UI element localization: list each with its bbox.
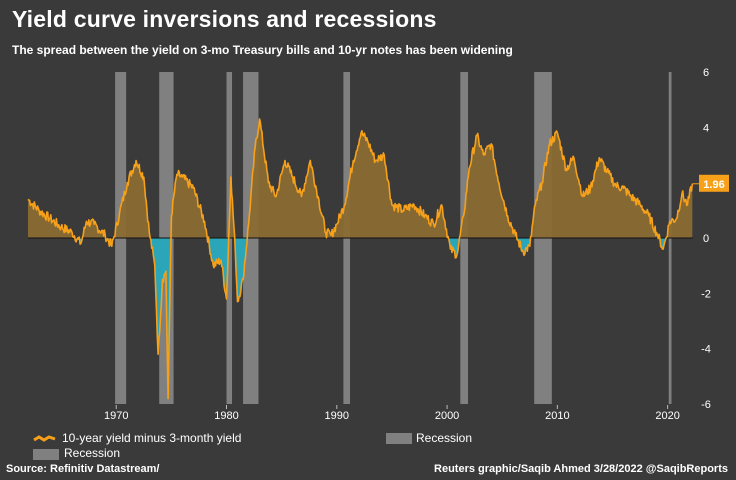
x-tick-label: 2000 (435, 410, 459, 422)
spread-line (27, 118, 694, 400)
spread-area-positive (28, 119, 693, 238)
legend-line-swatch (33, 435, 56, 442)
y-tick-label: -2 (701, 288, 711, 300)
legend-recession-label-2: Recession (64, 446, 121, 460)
x-tick-label: 1990 (325, 410, 349, 422)
spread-area-negative (28, 238, 693, 399)
y-axis: 6420-2-4-6 (701, 67, 711, 411)
legend-recession-swatch (386, 433, 412, 444)
x-tick-label: 2010 (545, 410, 569, 422)
y-tick-label: 0 (703, 233, 709, 245)
x-tick-label: 1970 (104, 410, 128, 422)
chart-title: Yield curve inversions and recessions (12, 6, 437, 32)
callout-box (699, 174, 729, 192)
y-tick-label: 6 (703, 67, 709, 79)
y-tick-label: -4 (701, 344, 711, 356)
callout-value: 1.96 (703, 179, 724, 191)
latest-value-callout: 1.96 (692, 174, 729, 192)
x-axis: 1970 1980 1990 2000 2010 2020 (104, 405, 680, 422)
chart-subtitle: The spread between the yield on 3-mo Tre… (12, 43, 513, 57)
legend-line-label: 10-year yield minus 3-month yield (62, 431, 242, 445)
y-tick-label: 4 (703, 122, 709, 134)
y-tick-label: -6 (701, 399, 711, 411)
x-tick-label: 1980 (214, 410, 238, 422)
credit-note: Reuters graphic/Saqib Ahmed 3/28/2022 @S… (434, 463, 728, 475)
legend-recession-swatch-2 (33, 449, 59, 460)
legend-recession-label: Recession (416, 431, 473, 445)
source-note: Source: Refinitiv Datastream/ (6, 463, 160, 475)
x-tick-label: 2020 (655, 410, 679, 422)
